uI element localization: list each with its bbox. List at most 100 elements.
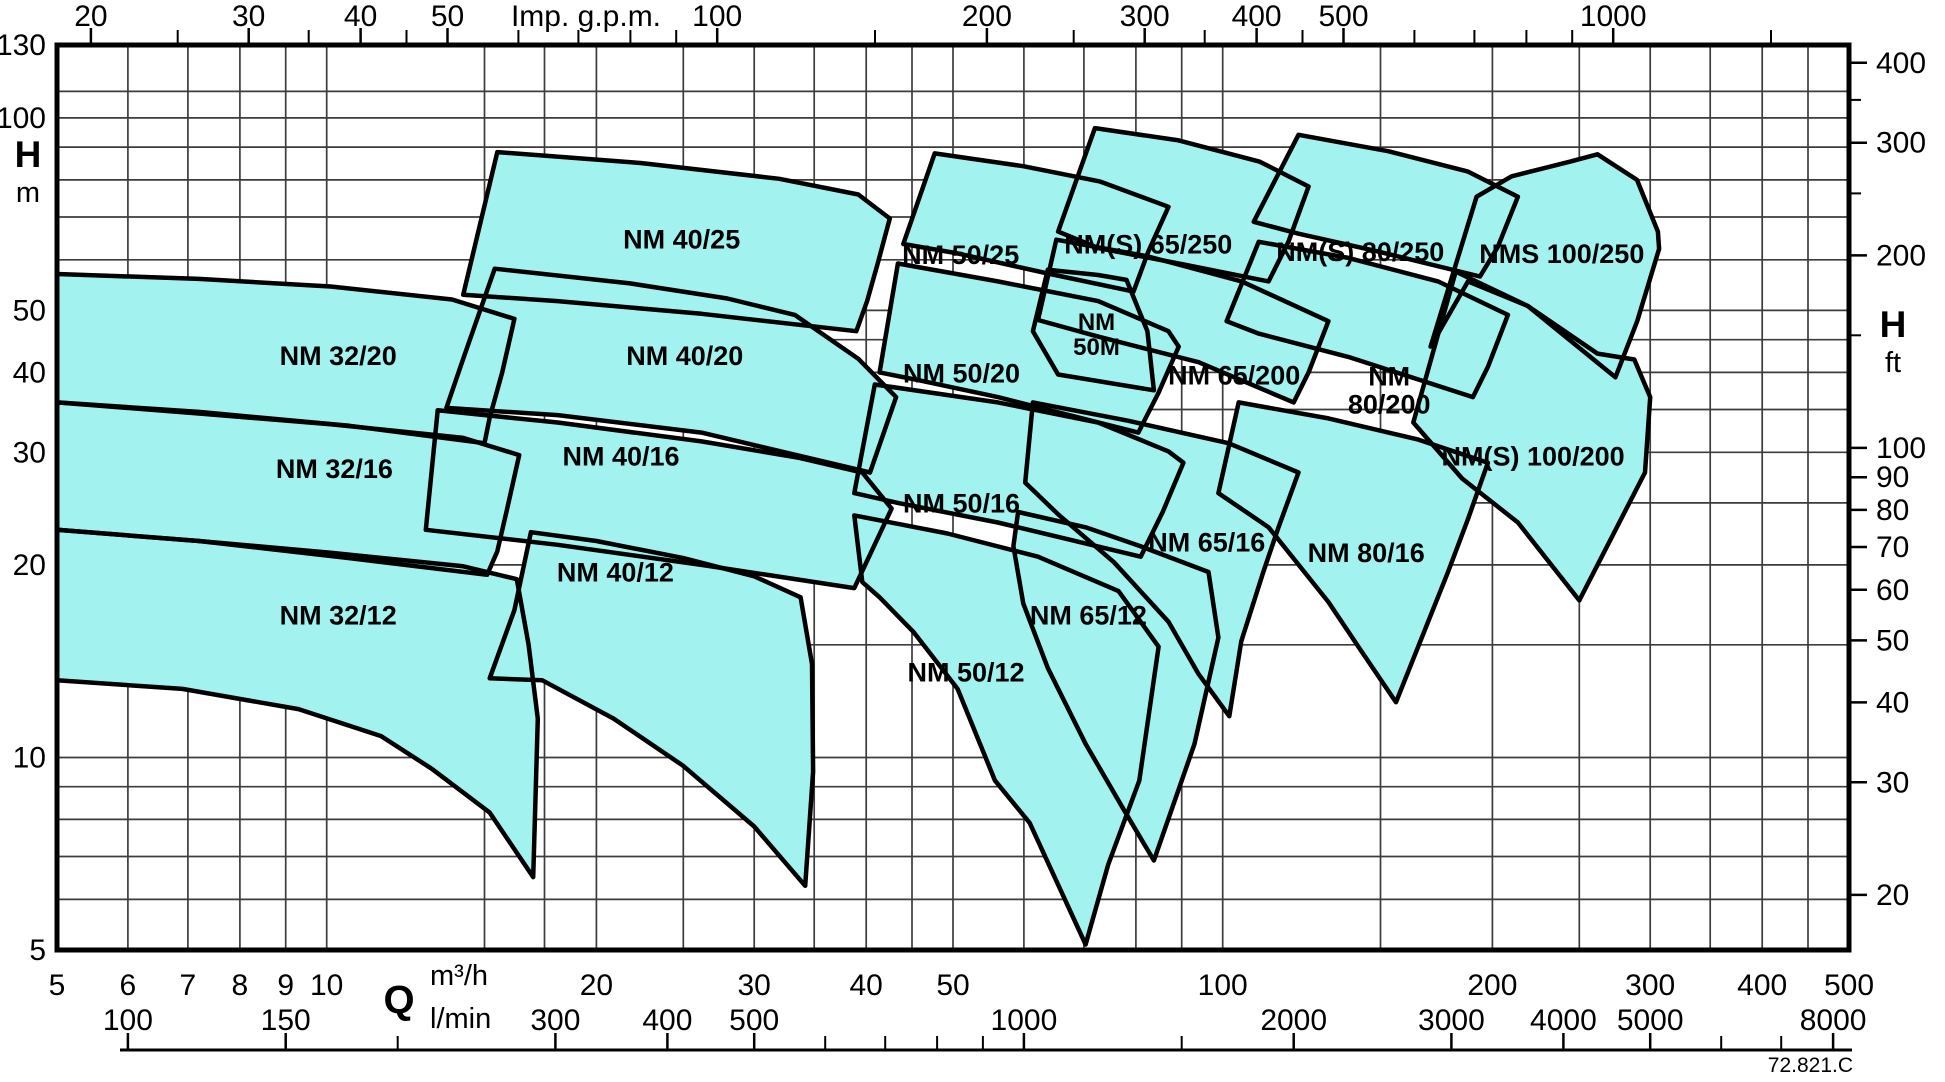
bottom-axis-m3h-label: 300 <box>1625 969 1675 1002</box>
left-axis-tick-label: 50 <box>13 294 46 327</box>
region-outline-nm-40-12 <box>487 529 816 889</box>
region-label-nm-32-20: NM 32/20 <box>280 341 397 371</box>
region-label-nm-50-16: NM 50/16 <box>903 488 1020 518</box>
top-axis-tick-label: 20 <box>74 0 107 33</box>
region-outline-nms-80-250 <box>1251 132 1521 279</box>
top-axis-tick-label: 100 <box>692 0 742 33</box>
region-nm-32-20 <box>57 274 515 444</box>
top-axis-tick-label: 50 <box>431 0 464 33</box>
region-outline-nms-65-250 <box>1055 125 1311 284</box>
bottom-axis-lmin-label: 100 <box>103 1004 153 1037</box>
region-label-nm-50-20: NM 50/20 <box>903 359 1020 389</box>
plot-border <box>54 42 1852 953</box>
top-axis-tick-label: 200 <box>962 0 1012 33</box>
region-outline-nms-100-250 <box>1428 152 1662 380</box>
left-axis-tick-label: 5 <box>29 934 46 967</box>
region-outline-nm-50-25 <box>901 151 1171 294</box>
region-nms-80-250 <box>1253 134 1518 277</box>
region-label-nm-80-16: NM 80/16 <box>1308 538 1425 568</box>
region-nms-65-250 <box>1058 128 1309 282</box>
left-axis-tick-label: 40 <box>13 356 46 389</box>
region-nm-40-20 <box>446 268 897 473</box>
bottom-axis-m3h-label: 9 <box>277 969 294 1002</box>
bottom-axis-m3h-label: 8 <box>232 969 249 1002</box>
region-outline-nm-50-12 <box>852 513 1161 947</box>
region-outline-nm-80-16 <box>1216 400 1491 705</box>
region-outline-nms-100-200 <box>1411 269 1653 603</box>
left-axis-tick-label: 20 <box>13 549 46 582</box>
bottom-axis-m3h-label: 200 <box>1467 969 1517 1002</box>
top-axis-tick-label: 40 <box>344 0 377 33</box>
region-label-nm-40-20: NM 40/20 <box>626 341 743 371</box>
region-label-nm-40-16: NM 40/16 <box>562 442 679 472</box>
right-axis-tick-label: 30 <box>1876 766 1909 799</box>
bottom-axis-m3h-label: 100 <box>1198 969 1248 1002</box>
bottom-axis-lmin-label: 5000 <box>1617 1004 1684 1037</box>
top-axis-tick-label: 300 <box>1120 0 1170 33</box>
right-axis-unit: ft <box>1885 347 1901 379</box>
region-nm-65-200 <box>1038 239 1329 403</box>
top-axis-tick-label: 500 <box>1318 0 1368 33</box>
bottom-axis-lmin-label: 150 <box>261 1004 311 1037</box>
right-axis-tick-label: 400 <box>1876 47 1926 80</box>
right-axis-tick-label: 70 <box>1876 531 1909 564</box>
region-outline-nm-50m <box>1030 267 1157 393</box>
bottom-axis-m3h-label: 6 <box>120 969 137 1002</box>
region-outline-nm-50-16 <box>852 382 1186 559</box>
region-label-nms-80-250: NM(S) 80/250 <box>1276 237 1444 267</box>
bottom-axis-m3h-label: 30 <box>738 969 771 1002</box>
bottom-axis-lmin-label: 1000 <box>991 1004 1058 1037</box>
region-outline-nm-65-200 <box>1035 237 1331 405</box>
right-axis-tick-label: 80 <box>1876 494 1909 527</box>
region-label-nms-100-250: NMS 100/250 <box>1479 239 1644 269</box>
bottom-axis-lmin-unit: l/min <box>430 1003 491 1035</box>
bottom-axis-m3h-unit: m³/h <box>430 960 488 992</box>
right-axis-tick-label: 60 <box>1876 574 1909 607</box>
region-label-nm-65-12: NM 65/12 <box>1030 601 1147 631</box>
region-nm-32-16 <box>57 402 520 575</box>
right-axis-tick-label: 100 <box>1876 432 1926 465</box>
region-label-nm-65-200: NM 65/200 <box>1168 361 1300 391</box>
bottom-axis-lmin-label: 500 <box>729 1004 779 1037</box>
region-label-nms-65-250: NM(S) 65/250 <box>1064 230 1232 260</box>
region-label-nms-100-200: NM(S) 100/200 <box>1442 442 1625 472</box>
left-axis-tick-label: 30 <box>13 436 46 469</box>
right-axis-tick-label: 300 <box>1876 127 1926 160</box>
left-axis-unit: m <box>16 177 40 209</box>
region-label-nm-40-25: NM 40/25 <box>623 224 740 254</box>
bottom-axis-m3h-label: 7 <box>180 969 197 1002</box>
region-label-nm-32-16: NM 32/16 <box>276 454 393 484</box>
region-label-nm-50m: NM 50M <box>1073 309 1120 361</box>
region-outline-nm-40-16 <box>423 408 894 591</box>
top-axis-title: Imp. g.p.m. <box>511 0 661 33</box>
region-outline-nm-40-25 <box>460 149 893 334</box>
region-outline-nm-40-20 <box>444 266 899 475</box>
bottom-axis-m3h-label: 50 <box>936 969 969 1002</box>
region-label-nm-50-25: NM 50/25 <box>902 240 1019 270</box>
bottom-axis-lmin-label: 300 <box>530 1004 580 1037</box>
bottom-axis-lmin-label: 2000 <box>1260 1004 1327 1037</box>
top-axis-tick-label: 30 <box>232 0 265 33</box>
region-nm-40-12 <box>489 532 814 886</box>
bottom-axis-lmin-label: 3000 <box>1418 1004 1485 1037</box>
right-axis-tick-label: 200 <box>1876 239 1926 272</box>
bottom-axis-lmin-label: 4000 <box>1530 1004 1597 1037</box>
region-nm-65-12 <box>1013 512 1219 861</box>
left-axis-tick-label: 10 <box>13 742 46 775</box>
region-label-nm-40-12: NM 40/12 <box>557 557 674 587</box>
region-label-nm-65-16: NM 65/16 <box>1148 528 1265 558</box>
bottom-axis-m3h-label: 5 <box>49 969 66 1002</box>
right-axis-tick-label: 90 <box>1876 461 1909 494</box>
bottom-axis-m3h-label: 400 <box>1737 969 1787 1002</box>
region-label-nm-50-12: NM 50/12 <box>907 658 1024 688</box>
region-nms-100-200 <box>1413 271 1651 601</box>
region-nm-80-16 <box>1218 402 1488 703</box>
bottom-axis-lmin-label: 8000 <box>1800 1004 1867 1037</box>
region-outline-nm-80-200 <box>1224 239 1511 400</box>
region-outline-nm-32-12 <box>54 527 541 880</box>
right-axis-tick-label: 50 <box>1876 624 1909 657</box>
left-axis-tick-label: 130 <box>0 29 46 62</box>
right-axis-tick-label: 40 <box>1876 686 1909 719</box>
